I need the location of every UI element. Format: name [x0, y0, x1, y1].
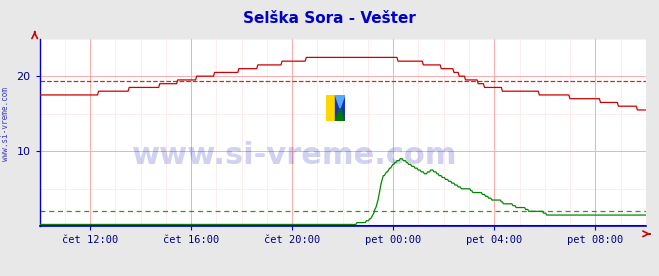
- Text: www.si-vreme.com: www.si-vreme.com: [1, 87, 10, 161]
- Bar: [326, 95, 335, 121]
- Polygon shape: [335, 95, 345, 121]
- Text: Selška Sora - Vešter: Selška Sora - Vešter: [243, 11, 416, 26]
- Polygon shape: [335, 95, 345, 108]
- Polygon shape: [335, 108, 345, 121]
- Text: www.si-vreme.com: www.si-vreme.com: [131, 140, 457, 169]
